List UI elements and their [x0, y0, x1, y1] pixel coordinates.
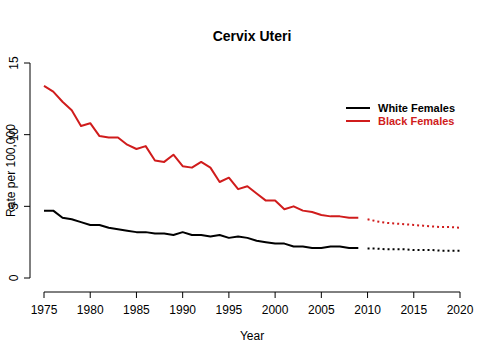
- title: Cervix Uteri: [213, 28, 292, 44]
- x-tick-label: 1990: [169, 303, 196, 317]
- x-tick-label: 2005: [308, 303, 335, 317]
- legend-swatch: [346, 107, 370, 109]
- projection-line: [368, 249, 460, 251]
- x-tick: [367, 292, 368, 298]
- x-axis-line: [44, 292, 460, 293]
- x-tick-label: 2000: [262, 303, 289, 317]
- x-tick: [413, 292, 414, 298]
- x-tick-label: 2010: [354, 303, 381, 317]
- x-tick: [182, 292, 183, 298]
- y-tick: [24, 63, 30, 64]
- x-tick: [90, 292, 91, 298]
- series-line: [44, 86, 358, 218]
- x-tick-label: 2015: [400, 303, 427, 317]
- chart: Cervix Uteri 1975 1980 1985 1990 1995 2000 2005…: [0, 0, 504, 360]
- legend: White FemalesBlack Females: [346, 102, 455, 127]
- x-tick-label: 1975: [31, 303, 58, 317]
- x-tick-label: 1980: [77, 303, 104, 317]
- projection-line: [368, 219, 460, 228]
- x-tick: [460, 292, 461, 298]
- x-tick-label: 1995: [216, 303, 243, 317]
- x-tick: [321, 292, 322, 298]
- y-axis-label: Rate per 100,000: [4, 124, 18, 217]
- x-tick: [44, 292, 45, 298]
- y-axis: 051015Rate per 100,000: [4, 56, 30, 281]
- x-tick-label: 2020: [447, 303, 474, 317]
- y-tick: [24, 278, 30, 279]
- y-tick-label: 15: [7, 56, 21, 70]
- y-axis-line: [30, 63, 31, 278]
- y-tick: [24, 134, 30, 135]
- plot-area: [44, 86, 460, 251]
- x-tick: [136, 292, 137, 298]
- legend-swatch: [346, 120, 370, 122]
- x-tick: [228, 292, 229, 298]
- x-axis-label: Year: [240, 329, 264, 343]
- legend-label: Black Females: [378, 115, 454, 127]
- x-tick-label: 1985: [123, 303, 150, 317]
- y-tick-label: 0: [7, 274, 21, 281]
- series-line: [44, 211, 358, 248]
- legend-label: White Females: [378, 102, 455, 114]
- x-axis: 1975 1980 1985 1990 1995 2000 2005 2010 2015 2020…: [31, 292, 474, 343]
- x-tick: [275, 292, 276, 298]
- y-tick: [24, 206, 30, 207]
